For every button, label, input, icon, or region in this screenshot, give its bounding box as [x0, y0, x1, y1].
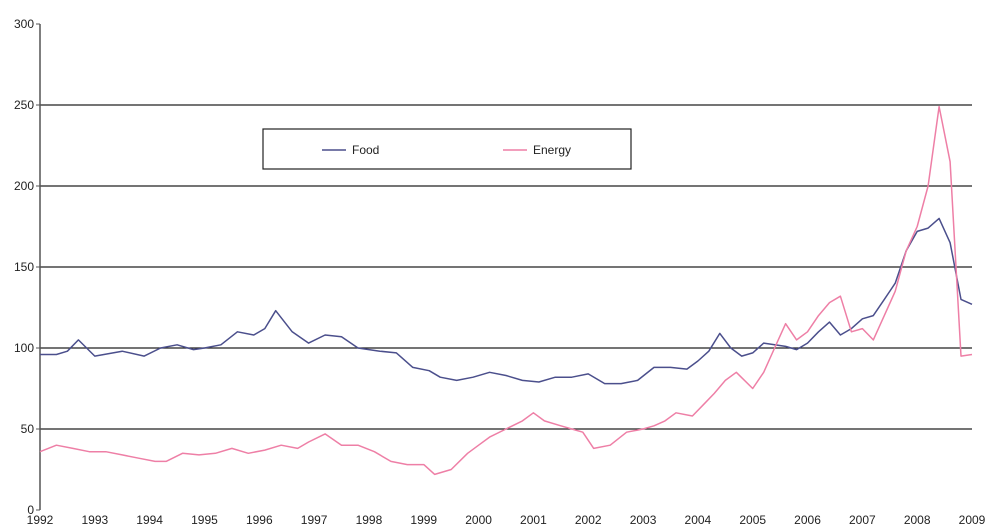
series-line-energy [39, 105, 973, 476]
y-axis-ticks: 0 50 100 150 200 250 300 [14, 17, 40, 517]
x-tick-label: 2003 [630, 513, 657, 526]
x-tick-label: 2008 [904, 513, 931, 526]
y-tick-label: 300 [14, 17, 34, 31]
x-tick-label: 2004 [685, 513, 712, 526]
series-lines [39, 105, 973, 476]
x-tick-label: 2002 [575, 513, 602, 526]
x-tick-label: 2005 [739, 513, 766, 526]
x-tick-label: 1994 [136, 513, 163, 526]
y-tick-label: 150 [14, 260, 34, 274]
gridlines [40, 104, 972, 430]
x-tick-label: 1997 [301, 513, 328, 526]
x-tick-label: 1992 [27, 513, 54, 526]
legend: Food Energy [262, 128, 632, 170]
legend-label-food: Food [352, 143, 379, 157]
y-tick-label: 250 [14, 98, 34, 112]
x-tick-label: 1993 [81, 513, 108, 526]
y-tick-label: 100 [14, 341, 34, 355]
x-tick-label: 2001 [520, 513, 547, 526]
x-tick-label: 2009 [959, 513, 986, 526]
x-tick-label: 1996 [246, 513, 273, 526]
x-tick-label: 2000 [465, 513, 492, 526]
x-tick-label: 2006 [794, 513, 821, 526]
y-tick-label: 0 [27, 503, 34, 517]
legend-box [262, 128, 632, 170]
x-tick-label: 1995 [191, 513, 218, 526]
x-axis-ticks: 1992 1993 1994 1995 1996 1997 1998 1999 2000 2001… [27, 513, 986, 526]
x-tick-label: 1998 [356, 513, 383, 526]
x-tick-label: 1999 [410, 513, 437, 526]
y-tick-label: 50 [21, 422, 35, 436]
x-tick-label: 2007 [849, 513, 876, 526]
series-line-food [40, 217, 973, 385]
y-tick-label: 200 [14, 179, 34, 193]
legend-label-energy: Energy [533, 143, 571, 157]
